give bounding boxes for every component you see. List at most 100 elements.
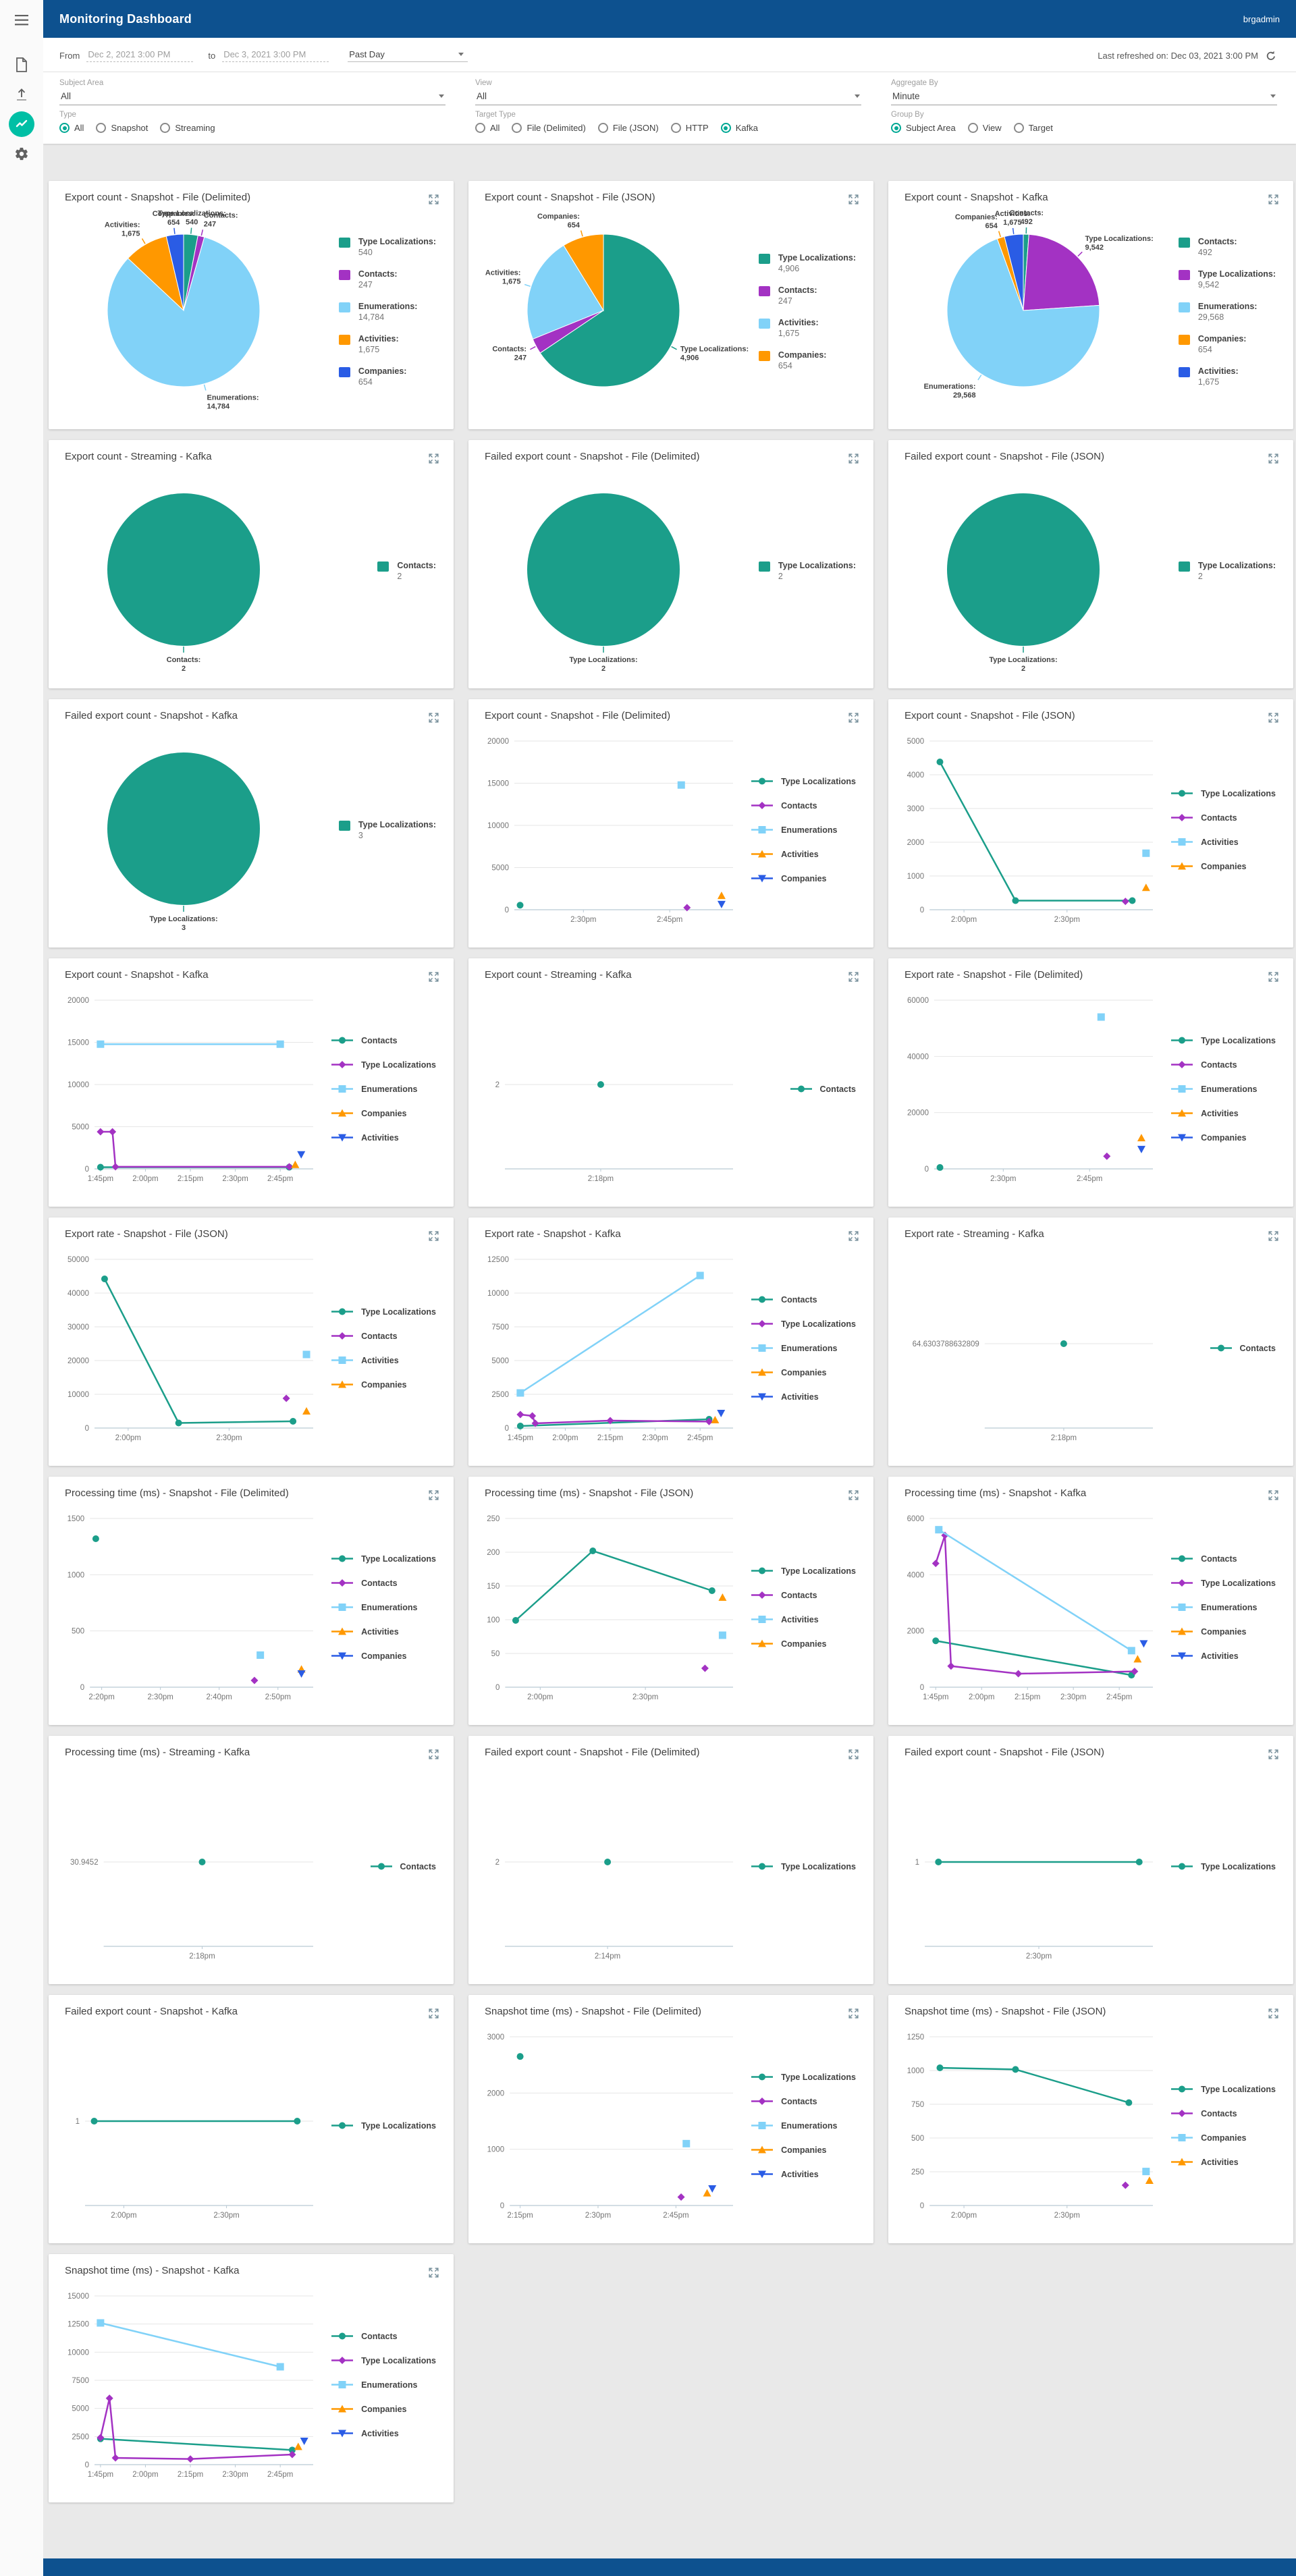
pie-slice[interactable] [107, 752, 260, 905]
legend-item[interactable]: Companies [331, 1380, 436, 1390]
expand-icon[interactable] [1267, 452, 1280, 465]
legend-item[interactable]: Enumerations [1171, 1603, 1276, 1612]
pie-slice[interactable] [107, 493, 260, 646]
legend-item[interactable]: Type Localizations [331, 1554, 436, 1564]
pie-slice[interactable] [1023, 234, 1100, 311]
legend-item[interactable]: Contacts: 492 [1178, 237, 1276, 257]
expand-icon[interactable] [847, 452, 860, 465]
legend-item[interactable]: Enumerations [751, 2121, 856, 2131]
legend-item[interactable]: Contacts: 2 [377, 561, 436, 581]
radio-option-file-json-[interactable]: File (JSON) [597, 123, 659, 133]
legend-item[interactable]: Activities [1171, 1651, 1276, 1661]
legend-item[interactable]: Contacts [370, 1862, 436, 1871]
legend-item[interactable]: Contacts: 247 [338, 269, 436, 290]
pie-slice[interactable] [527, 493, 680, 646]
legend-item[interactable]: Activities [331, 2429, 436, 2438]
expand-icon[interactable] [1267, 1230, 1280, 1242]
pie-slice[interactable] [526, 244, 604, 339]
legend-item[interactable]: Enumerations [751, 1344, 856, 1353]
pie-slice[interactable] [563, 233, 604, 312]
legend-item[interactable]: Type Localizations [331, 1060, 436, 1070]
legend-item[interactable]: Contacts [751, 801, 856, 811]
legend-item[interactable]: Companies: 654 [1178, 334, 1276, 354]
legend-item[interactable]: Contacts [751, 2097, 856, 2106]
radio-option-kafka[interactable]: Kafka [720, 123, 758, 133]
legend-item[interactable]: Contacts [1210, 1344, 1276, 1353]
legend-item[interactable]: Contacts [331, 1332, 436, 1341]
expand-icon[interactable] [847, 1489, 860, 1502]
legend-item[interactable]: Contacts [331, 1036, 436, 1045]
expand-icon[interactable] [1267, 1748, 1280, 1761]
refresh-icon[interactable] [1265, 50, 1277, 62]
select-control[interactable]: All [475, 90, 861, 105]
radio-option-file-delimited-[interactable]: File (Delimited) [512, 123, 586, 133]
legend-item[interactable]: Activities: 1,675 [1178, 366, 1276, 387]
expand-icon[interactable] [427, 970, 440, 983]
pie-slice[interactable] [946, 238, 1100, 387]
legend-item[interactable]: Type Localizations [1171, 1862, 1276, 1871]
legend-item[interactable]: Companies [1171, 2133, 1276, 2143]
expand-icon[interactable] [427, 193, 440, 206]
legend-item[interactable]: Contacts: 247 [758, 285, 856, 306]
legend-item[interactable]: Type Localizations [751, 1319, 856, 1329]
legend-item[interactable]: Type Localizations [1171, 1036, 1276, 1045]
legend-item[interactable]: Type Localizations [331, 2356, 436, 2365]
expand-icon[interactable] [427, 2007, 440, 2020]
legend-item[interactable]: Activities [751, 2170, 856, 2179]
legend-item[interactable]: Type Localizations [751, 777, 856, 786]
legend-item[interactable]: Contacts [790, 1085, 856, 1094]
legend-item[interactable]: Type Localizations: 540 [338, 237, 436, 257]
legend-item[interactable]: Enumerations [331, 2380, 436, 2390]
legend-item[interactable]: Companies [751, 1639, 856, 1649]
legend-item[interactable]: Activities [331, 1133, 436, 1143]
upload-icon[interactable] [0, 80, 43, 109]
legend-item[interactable]: Contacts [331, 2332, 436, 2341]
legend-item[interactable]: Type Localizations [331, 2121, 436, 2131]
expand-icon[interactable] [427, 1748, 440, 1761]
legend-item[interactable]: Type Localizations [1171, 789, 1276, 798]
legend-item[interactable]: Companies [1171, 1627, 1276, 1637]
legend-item[interactable]: Companies [331, 1109, 436, 1118]
expand-icon[interactable] [1267, 2007, 1280, 2020]
legend-item[interactable]: Enumerations [331, 1603, 436, 1612]
legend-item[interactable]: Enumerations [1171, 1085, 1276, 1094]
legend-item[interactable]: Type Localizations: 3 [338, 820, 436, 840]
legend-item[interactable]: Contacts [751, 1591, 856, 1600]
expand-icon[interactable] [847, 970, 860, 983]
pie-slice[interactable] [107, 236, 261, 387]
legend-item[interactable]: Contacts [331, 1579, 436, 1588]
legend-item[interactable]: Companies [331, 2405, 436, 2414]
radio-option-streaming[interactable]: Streaming [160, 123, 215, 133]
pie-slice[interactable] [947, 493, 1100, 646]
legend-item[interactable]: Type Localizations [751, 1566, 856, 1576]
legend-item[interactable]: Activities [751, 1615, 856, 1624]
legend-item[interactable]: Type Localizations [331, 1307, 436, 1317]
to-date-field[interactable]: Dec 3, 2021 3:00 PM [222, 49, 329, 62]
legend-item[interactable]: Type Localizations [1171, 2085, 1276, 2094]
legend-item[interactable]: Enumerations: 29,568 [1178, 302, 1276, 322]
expand-icon[interactable] [427, 2266, 440, 2279]
radio-option-snapshot[interactable]: Snapshot [96, 123, 148, 133]
expand-icon[interactable] [847, 711, 860, 724]
radio-option-view[interactable]: View [967, 123, 1002, 133]
legend-item[interactable]: Type Localizations: 9,542 [1178, 269, 1276, 290]
legend-item[interactable]: Type Localizations: 2 [1178, 561, 1276, 581]
legend-item[interactable]: Companies [1171, 862, 1276, 871]
expand-icon[interactable] [1267, 711, 1280, 724]
radio-option-subject-area[interactable]: Subject Area [891, 123, 956, 133]
legend-item[interactable]: Activities [331, 1627, 436, 1637]
legend-item[interactable]: Activities [751, 850, 856, 859]
expand-icon[interactable] [847, 1230, 860, 1242]
expand-icon[interactable] [847, 1748, 860, 1761]
legend-item[interactable]: Contacts [751, 1295, 856, 1305]
select-control[interactable]: Minute [891, 90, 1277, 105]
legend-item[interactable]: Activities: 1,675 [758, 318, 856, 338]
pie-slice[interactable] [1004, 233, 1024, 310]
legend-item[interactable]: Contacts [1171, 1554, 1276, 1564]
legend-item[interactable]: Enumerations [331, 1085, 436, 1094]
expand-icon[interactable] [427, 1489, 440, 1502]
select-control[interactable]: All [59, 90, 446, 105]
expand-icon[interactable] [427, 711, 440, 724]
legend-item[interactable]: Type Localizations [1171, 1579, 1276, 1588]
radio-option-http[interactable]: HTTP [670, 123, 709, 133]
